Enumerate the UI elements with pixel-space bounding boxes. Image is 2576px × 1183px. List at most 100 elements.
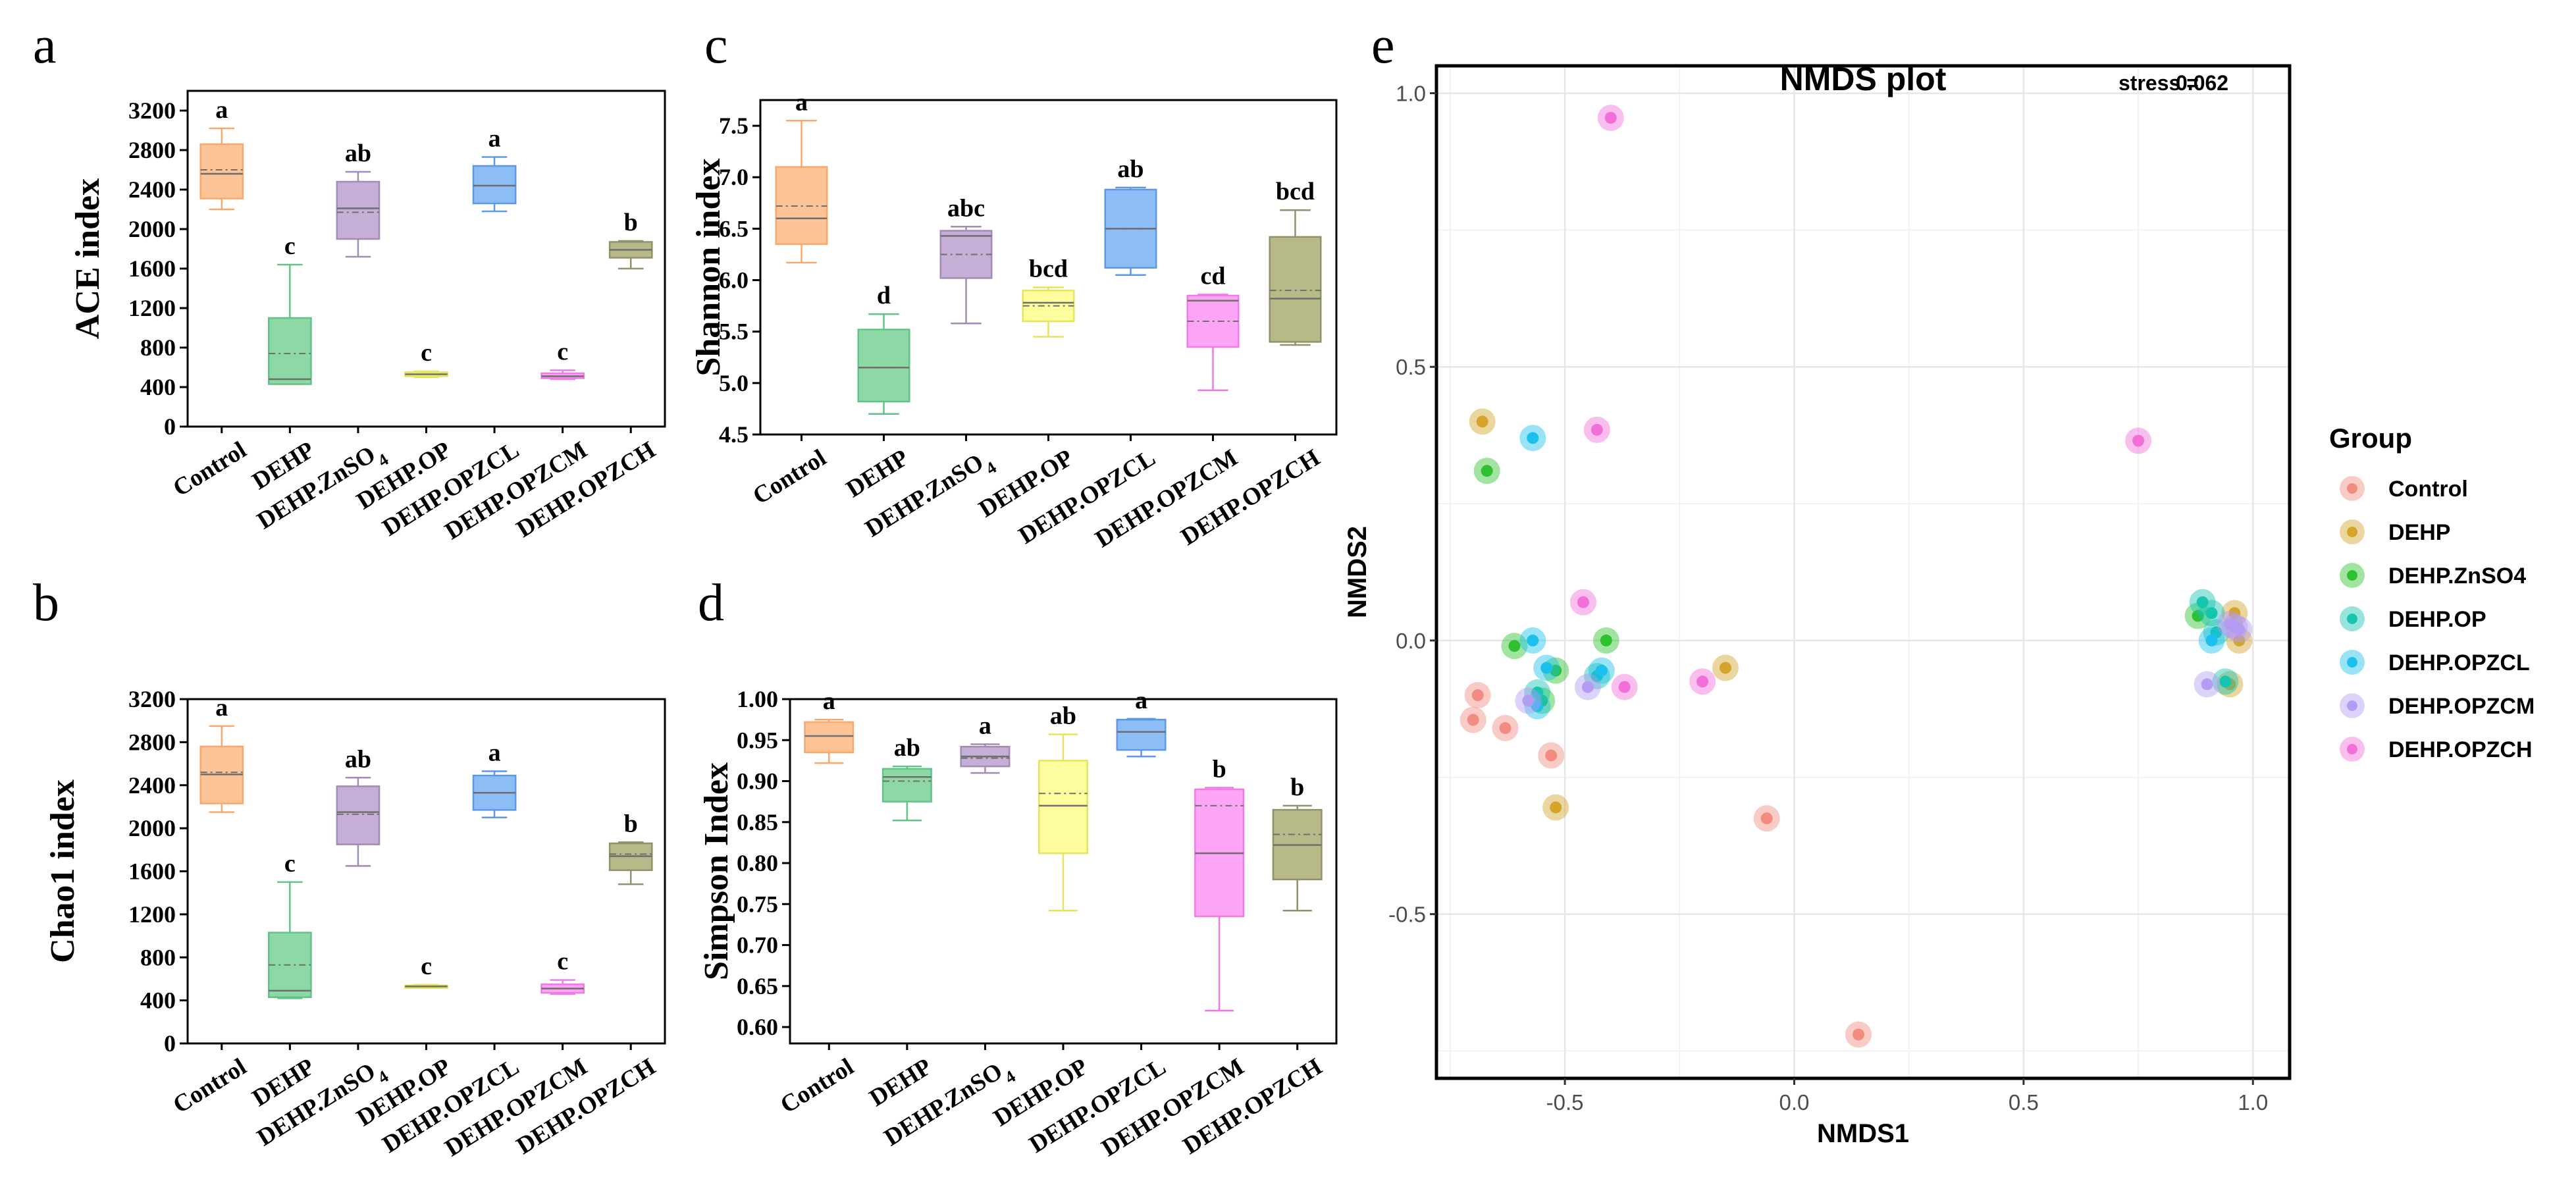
- data-point: [1467, 714, 1479, 726]
- y-tick-label: 0.90: [737, 768, 778, 795]
- data-point: [1481, 465, 1493, 477]
- data-point: [1471, 689, 1484, 702]
- y-tick-label: 0.75: [737, 891, 778, 917]
- y-tick-label: 1.00: [737, 686, 778, 712]
- significance-letter: c: [421, 339, 432, 367]
- data-point: [1618, 681, 1631, 693]
- data-point: [1696, 675, 1709, 688]
- data-point: [1550, 801, 1562, 814]
- significance-letter: c: [557, 948, 568, 976]
- box-body: [199, 143, 244, 199]
- box-DEHP: d: [857, 282, 910, 415]
- significance-letter: a: [979, 712, 991, 739]
- y-tick-label: 1.0: [1396, 82, 1426, 106]
- legend-swatch: [2347, 527, 2357, 537]
- y-tick-label: 2000: [128, 815, 176, 841]
- box-DEHP.ZnSO4: abc: [939, 194, 993, 325]
- data-point: [2201, 678, 2213, 691]
- series-Control: [1459, 682, 1872, 1048]
- significance-letter: a: [488, 125, 501, 153]
- x-tick-label: 1.0: [2238, 1090, 2268, 1115]
- y-tick-label: 3200: [128, 686, 176, 712]
- y-tick-label: 0: [164, 1030, 176, 1057]
- legend-swatch: [2347, 700, 2357, 711]
- data-point: [1545, 749, 1558, 762]
- box-body: [336, 180, 381, 240]
- legend-label: Control: [2388, 477, 2468, 502]
- panel-letter-b: b: [33, 574, 59, 632]
- significance-letter: cd: [1201, 262, 1226, 290]
- data-point: [1719, 662, 1731, 674]
- significance-letter: ab: [894, 734, 920, 762]
- panel-letter-c: c: [704, 16, 728, 74]
- significance-letter: bcd: [1276, 178, 1315, 205]
- y-tick-label: 2000: [128, 216, 176, 242]
- data-point: [2224, 618, 2236, 630]
- data-point: [1527, 432, 1539, 444]
- box-DEHP.ZnSO4: a: [960, 712, 1011, 774]
- data-point: [1590, 423, 1603, 436]
- data-point: [1550, 664, 1562, 677]
- box-body: [1269, 236, 1322, 343]
- data-point: [1853, 1028, 1865, 1041]
- data-point: [1531, 686, 1544, 698]
- box-body: [268, 317, 312, 385]
- series-DEHP.OPZCM: [1515, 610, 2253, 714]
- box-DEHP: c: [268, 850, 312, 999]
- y-tick-label: 0: [164, 413, 176, 440]
- data-point: [1540, 662, 1553, 674]
- significance-letter: c: [284, 850, 296, 878]
- significance-letter: bcd: [1029, 255, 1068, 282]
- y-tick-label: 1600: [128, 858, 176, 885]
- significance-letter: c: [284, 232, 296, 260]
- significance-letter: b: [624, 209, 638, 236]
- significance-letter: ab: [345, 745, 371, 773]
- box-DEHP.OPZCL: a: [1116, 687, 1167, 758]
- y-axis-label: Chao1 index: [44, 779, 82, 963]
- panel-e: e -0.5 0.0 0.5 1.0 -0.5 0.0 0.5 1.0 NMDS1 NMDS2 NMD…: [1343, 16, 2535, 1148]
- data-point: [1508, 640, 1521, 652]
- y-tick-label: 1200: [128, 901, 176, 928]
- chart-title: NMDS plot: [1780, 61, 1947, 97]
- y-tick-label: 4.5: [719, 421, 749, 448]
- x-tick-label: 0.5: [2009, 1090, 2039, 1115]
- box-DEHP.OP: bcd: [1022, 255, 1075, 338]
- box-DEHP.ZnSO4: ab: [336, 745, 381, 867]
- y-axis-label: ACE index: [69, 178, 107, 339]
- legend-title: Group: [2329, 423, 2412, 454]
- y-tick-label: 6.5: [719, 215, 749, 242]
- series-DEHP.ZnSO4: [1473, 458, 2211, 714]
- significance-letter: a: [1135, 687, 1147, 714]
- legend-label: DEHP.OPZCH: [2388, 737, 2533, 762]
- panel-letter-e: e: [1371, 16, 1395, 74]
- y-tick-label: 400: [140, 987, 176, 1014]
- plot-frame: [1434, 64, 2292, 1080]
- box-body: [336, 785, 381, 845]
- y-tick-label: 0.95: [737, 727, 778, 753]
- data-point: [2192, 610, 2204, 622]
- box-body: [472, 165, 517, 205]
- box-DEHP: c: [268, 232, 312, 385]
- box-body: [1116, 718, 1167, 751]
- significance-letter: c: [557, 338, 568, 366]
- legend: Group Control DEHP DEHP.ZnSO4 DEHP.OP DEHP.OP…: [2329, 423, 2535, 762]
- box-DEHP.OPZCH: b: [1272, 774, 1323, 912]
- y-tick-label: 2400: [128, 176, 176, 203]
- data-point: [2132, 434, 2145, 447]
- y-tick-label: 0.80: [737, 850, 778, 876]
- y-tick-label: 5.0: [719, 370, 749, 396]
- y-axis-label: NMDS2: [1343, 526, 1372, 618]
- y-tick-label: 7.5: [719, 113, 749, 139]
- stress-value: 0.062: [2176, 71, 2228, 95]
- significance-letter: a: [215, 96, 228, 124]
- y-tick-label: 2800: [128, 137, 176, 163]
- x-tick-label: 0.0: [1779, 1090, 1810, 1115]
- box-DEHP: ab: [881, 734, 932, 822]
- y-tick-label: 7.0: [719, 164, 749, 190]
- box-body: [857, 329, 910, 403]
- significance-letter: d: [877, 282, 891, 309]
- data-point: [1760, 812, 1773, 825]
- box-body: [1038, 760, 1089, 854]
- y-tick-label: 1600: [128, 255, 176, 282]
